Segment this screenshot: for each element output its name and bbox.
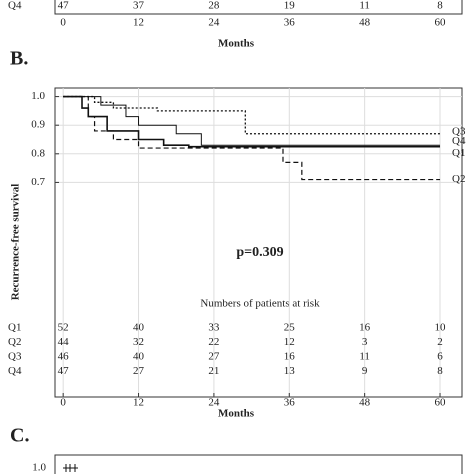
risk-title: Numbers of patients at risk bbox=[200, 298, 320, 310]
risk-value: 46 bbox=[58, 351, 70, 363]
y-tick-label: 1.0 bbox=[31, 90, 45, 102]
risk-value: 40 bbox=[133, 351, 145, 363]
panel-a-frame bbox=[54, 0, 463, 15]
risk-value: 40 bbox=[133, 322, 145, 334]
panel-a-risk-value: 28 bbox=[208, 0, 220, 12]
x-tick-label: 36 bbox=[284, 397, 296, 409]
risk-value: 33 bbox=[208, 322, 220, 334]
panel-a-risk-value: 11 bbox=[359, 0, 370, 12]
survival-curve bbox=[63, 95, 441, 135]
risk-value: 47 bbox=[58, 365, 70, 377]
risk-value: 13 bbox=[284, 365, 296, 377]
risk-row-name: Q4 bbox=[8, 365, 22, 377]
panel-a-x-tick-label: 60 bbox=[435, 17, 447, 29]
risk-value: 12 bbox=[284, 336, 295, 348]
x-tick-label: 60 bbox=[435, 397, 447, 409]
y-tick-label: 0.8 bbox=[31, 147, 45, 159]
risk-value: 6 bbox=[437, 351, 443, 363]
risk-row-name: Q2 bbox=[8, 336, 21, 348]
survival-curve bbox=[63, 95, 441, 148]
risk-value: 16 bbox=[284, 351, 296, 363]
plot-frame bbox=[54, 87, 463, 398]
panel-a-risk-value: 8 bbox=[437, 0, 443, 12]
panel-c-tick: 1.0 bbox=[32, 462, 46, 474]
survival-curve bbox=[63, 95, 441, 181]
x-tick-label: 0 bbox=[60, 397, 66, 409]
panel-label: C. bbox=[10, 425, 29, 447]
risk-value: 22 bbox=[208, 336, 219, 348]
risk-value: 11 bbox=[359, 351, 370, 363]
risk-row-name: Q3 bbox=[8, 351, 22, 363]
y-axis-label: Recurrence-free survival bbox=[10, 184, 22, 301]
panel-a-x-tick-label: 12 bbox=[133, 17, 144, 29]
panel-a-xlabel: Months bbox=[218, 38, 255, 50]
risk-value: 16 bbox=[359, 322, 371, 334]
curve-label: Q1 bbox=[452, 147, 465, 159]
panel-a-x-tick-label: 24 bbox=[208, 17, 220, 29]
risk-value: 8 bbox=[437, 365, 443, 377]
x-tick-label: 48 bbox=[359, 397, 371, 409]
survival-curve bbox=[63, 96, 441, 146]
risk-value: 52 bbox=[58, 322, 69, 334]
panel-label: B. bbox=[10, 48, 28, 70]
y-tick-label: 0.7 bbox=[31, 176, 45, 188]
risk-value: 21 bbox=[208, 365, 219, 377]
risk-value: 25 bbox=[284, 322, 296, 334]
risk-row-name: Q1 bbox=[8, 322, 21, 334]
panel-a-risk-name: Q4 bbox=[8, 0, 22, 12]
panel-a-risk-value: 19 bbox=[284, 0, 296, 12]
y-tick-label: 0.9 bbox=[31, 119, 45, 131]
x-tick-label: 12 bbox=[133, 397, 144, 409]
risk-value: 2 bbox=[437, 336, 443, 348]
risk-value: 27 bbox=[208, 351, 220, 363]
panel-a-risk-value: 37 bbox=[133, 0, 145, 12]
p-value: p=0.309 bbox=[236, 245, 283, 260]
panel-c-frame bbox=[54, 454, 463, 474]
curve-label: Q4 bbox=[452, 135, 466, 147]
curve-label: Q3 bbox=[452, 125, 466, 137]
curve-label: Q2 bbox=[452, 173, 465, 185]
risk-value: 27 bbox=[133, 365, 145, 377]
panel-c-curve-fragment bbox=[63, 464, 78, 472]
risk-value: 32 bbox=[133, 336, 144, 348]
x-axis-label: Months bbox=[218, 408, 255, 420]
risk-value: 10 bbox=[435, 322, 447, 334]
panel-a-x-tick-label: 0 bbox=[60, 17, 66, 29]
risk-value: 44 bbox=[58, 336, 70, 348]
x-tick-label: 24 bbox=[208, 397, 220, 409]
panel-a-x-tick-label: 48 bbox=[359, 17, 371, 29]
panel-a-x-tick-label: 36 bbox=[284, 17, 296, 29]
risk-value: 3 bbox=[362, 336, 368, 348]
panel-a-risk-value: 47 bbox=[58, 0, 70, 12]
risk-value: 9 bbox=[362, 365, 368, 377]
